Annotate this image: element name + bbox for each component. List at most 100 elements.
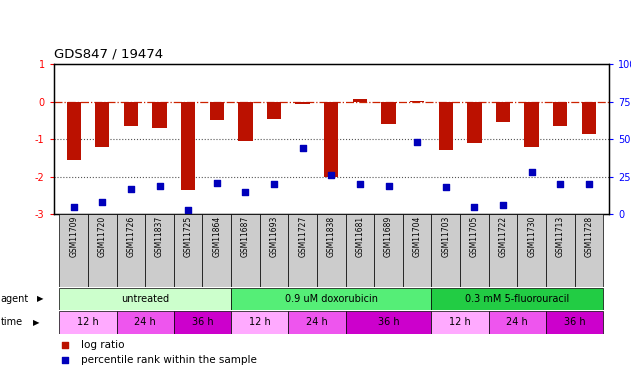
Text: 24 h: 24 h [134, 317, 156, 327]
Bar [267, 102, 281, 118]
Bar [374, 214, 403, 287]
Bar [432, 310, 488, 334]
Bar [152, 102, 167, 128]
Text: GSM11693: GSM11693 [269, 216, 278, 257]
Bar [324, 102, 338, 177]
Bar [553, 102, 567, 126]
Point [427, 276, 437, 282]
Point [326, 172, 336, 178]
Text: GSM11725: GSM11725 [184, 216, 192, 257]
Bar [66, 102, 81, 160]
Text: GSM11689: GSM11689 [384, 216, 393, 257]
Text: agent: agent [1, 294, 29, 304]
Bar [546, 214, 575, 287]
Text: GSM11681: GSM11681 [355, 216, 364, 257]
Bar [346, 214, 374, 287]
Point [212, 180, 222, 186]
Point [69, 204, 79, 210]
Bar [145, 214, 174, 287]
Text: GSM11726: GSM11726 [126, 216, 136, 257]
Bar [403, 214, 432, 287]
Point [527, 169, 537, 175]
Bar [231, 310, 288, 334]
Bar [239, 102, 252, 141]
Text: GSM11687: GSM11687 [241, 216, 250, 257]
Bar [575, 214, 603, 287]
Bar [460, 214, 488, 287]
Bar [346, 310, 432, 334]
Bar [546, 310, 603, 334]
Text: GSM11837: GSM11837 [155, 216, 164, 257]
Bar [410, 100, 424, 102]
Bar [295, 102, 310, 104]
Bar [117, 214, 145, 287]
Text: GSM11728: GSM11728 [584, 216, 593, 257]
Bar [59, 288, 231, 310]
Text: GSM11720: GSM11720 [98, 216, 107, 257]
Text: 12 h: 12 h [77, 317, 99, 327]
Bar [496, 102, 510, 122]
Text: ▶: ▶ [37, 294, 43, 303]
Text: 24 h: 24 h [507, 317, 528, 327]
Text: untreated: untreated [121, 294, 169, 304]
Bar [174, 214, 203, 287]
Bar [231, 214, 260, 287]
Text: GSM11704: GSM11704 [413, 216, 422, 257]
Point [183, 207, 193, 213]
Point [555, 181, 565, 187]
Text: 0.9 uM doxorubicin: 0.9 uM doxorubicin [285, 294, 378, 304]
Point [440, 184, 451, 190]
Bar [88, 214, 117, 287]
Bar [381, 102, 396, 124]
Text: 36 h: 36 h [563, 317, 586, 327]
Bar [59, 214, 88, 287]
Text: GSM11727: GSM11727 [298, 216, 307, 257]
Text: ▶: ▶ [33, 318, 39, 327]
Text: log ratio: log ratio [81, 339, 125, 350]
Bar [59, 310, 117, 334]
Text: GSM11864: GSM11864 [212, 216, 221, 257]
Bar [260, 214, 288, 287]
Text: GSM11705: GSM11705 [470, 216, 479, 257]
Point [97, 199, 107, 205]
Text: GSM11703: GSM11703 [441, 216, 451, 257]
Point [298, 145, 308, 151]
Text: GSM11709: GSM11709 [69, 216, 78, 257]
Bar [467, 102, 481, 143]
Bar [95, 102, 109, 147]
Bar [117, 310, 174, 334]
Bar [288, 214, 317, 287]
Point [469, 204, 480, 210]
Point [155, 183, 165, 189]
Bar [181, 102, 196, 190]
Bar [317, 214, 346, 287]
Bar [582, 102, 596, 134]
Text: 36 h: 36 h [192, 317, 213, 327]
Point [355, 181, 365, 187]
Point [240, 189, 251, 195]
Text: 0.3 mM 5-fluorouracil: 0.3 mM 5-fluorouracil [465, 294, 569, 304]
Text: 12 h: 12 h [249, 317, 271, 327]
Bar [517, 214, 546, 287]
Point [384, 183, 394, 189]
Bar [524, 102, 539, 147]
Point [412, 139, 422, 145]
Point [126, 186, 136, 192]
Text: GSM11730: GSM11730 [527, 216, 536, 257]
Bar [174, 310, 231, 334]
Text: GDS847 / 19474: GDS847 / 19474 [54, 47, 163, 60]
Point [584, 181, 594, 187]
Bar [231, 288, 432, 310]
Bar [439, 102, 453, 150]
Text: percentile rank within the sample: percentile rank within the sample [81, 354, 257, 364]
Bar [353, 99, 367, 102]
Bar [488, 310, 546, 334]
Bar [209, 102, 224, 120]
Bar [432, 214, 460, 287]
Text: 12 h: 12 h [449, 317, 471, 327]
Text: 24 h: 24 h [306, 317, 328, 327]
Bar [432, 288, 603, 310]
Bar [288, 310, 346, 334]
Text: 36 h: 36 h [378, 317, 399, 327]
Text: GSM11713: GSM11713 [556, 216, 565, 257]
